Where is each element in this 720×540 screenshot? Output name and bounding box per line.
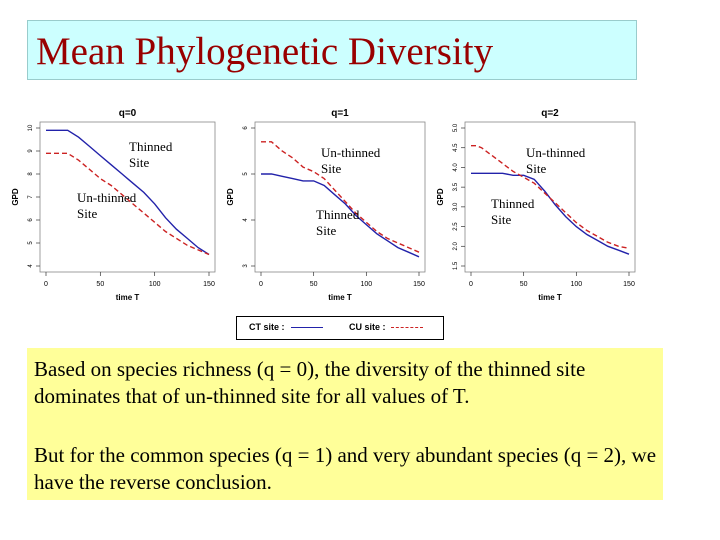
summary-paragraph-1: Based on species richness (q = 0), the d…: [34, 357, 586, 408]
y-tick-label: 3.0: [453, 202, 459, 211]
x-axis-label-1: time T: [328, 293, 352, 302]
y-tick-label: 8: [28, 172, 34, 176]
x-tick-label: 100: [149, 281, 161, 288]
note-q0-unthinned: Un-thinned Site: [77, 190, 137, 221]
y-tick-label: 2.5: [453, 222, 459, 231]
ct-series-line-0: [46, 129, 210, 256]
x-tick-label: 0: [44, 281, 48, 288]
y-tick-label: 4.0: [453, 163, 459, 172]
slide-title: Mean Phylogenetic Diversity: [36, 30, 494, 73]
summary-box: Based on species richness (q = 0), the d…: [27, 348, 663, 500]
x-tick-label: 50: [310, 281, 318, 288]
y-tick-label: 5.0: [453, 123, 459, 132]
x-tick-label: 50: [520, 281, 528, 288]
note-q2-thinned: Thinned Site: [491, 196, 535, 227]
y-tick-label: 5: [28, 241, 34, 245]
cu-series-line-2: [471, 145, 630, 249]
note-q1-thinned: Thinned Site: [316, 207, 360, 238]
x-axis-label-2: time T: [538, 293, 562, 302]
title-box: Mean Phylogenetic Diversity: [27, 20, 637, 80]
ct-series-line-1: [261, 173, 420, 258]
y-tick-label: 9: [28, 149, 34, 153]
x-tick-label: 100: [360, 281, 372, 288]
note-q2-unthinned: Un-thinned Site: [526, 145, 586, 176]
x-tick-label: 150: [413, 281, 425, 288]
y-tick-label: 4: [28, 264, 34, 268]
plot-frame-0: [39, 121, 216, 273]
y-tick-label: 7: [28, 195, 34, 199]
y-axis-label-1: GPD: [226, 188, 235, 206]
y-tick-label: 6: [243, 126, 249, 130]
legend-cu-line: [391, 327, 423, 328]
panel-title-1: q=1: [331, 108, 349, 119]
y-tick-label: 10: [28, 124, 34, 131]
y-tick-label: 4: [243, 218, 249, 222]
y-tick-label: 1.5: [453, 261, 459, 270]
x-tick-label: 150: [623, 281, 635, 288]
legend-cu-label: CU site :: [349, 322, 386, 332]
y-tick-label: 6: [28, 218, 34, 222]
x-tick-label: 50: [96, 281, 104, 288]
cu-series-line-1: [261, 141, 420, 253]
y-tick-label: 2.0: [453, 241, 459, 250]
note-q0-thinned: Thinned Site: [129, 139, 173, 170]
cu-series-line-0: [46, 152, 210, 256]
y-tick-label: 5: [243, 172, 249, 176]
legend-ct-label: CT site :: [249, 322, 285, 332]
y-tick-label: 4.5: [453, 143, 459, 152]
legend-ct-line: [291, 327, 323, 328]
y-tick-label: 3: [243, 264, 249, 268]
x-axis-label-0: time T: [116, 293, 140, 302]
x-tick-label: 0: [469, 281, 473, 288]
y-axis-label-0: GPD: [11, 188, 20, 206]
x-tick-label: 150: [203, 281, 215, 288]
chart-legend: CT site : CU site :: [236, 316, 444, 340]
ct-series-line-2: [471, 172, 630, 255]
summary-paragraph-2: But for the common species (q = 1) and v…: [34, 443, 657, 494]
x-tick-label: 100: [570, 281, 582, 288]
panel-title-0: q=0: [119, 108, 137, 119]
y-axis-label-2: GPD: [436, 188, 445, 206]
panel-title-2: q=2: [541, 108, 559, 119]
note-q1-unthinned: Un-thinned Site: [321, 145, 381, 176]
y-tick-label: 3.5: [453, 182, 459, 191]
x-tick-label: 0: [259, 281, 263, 288]
